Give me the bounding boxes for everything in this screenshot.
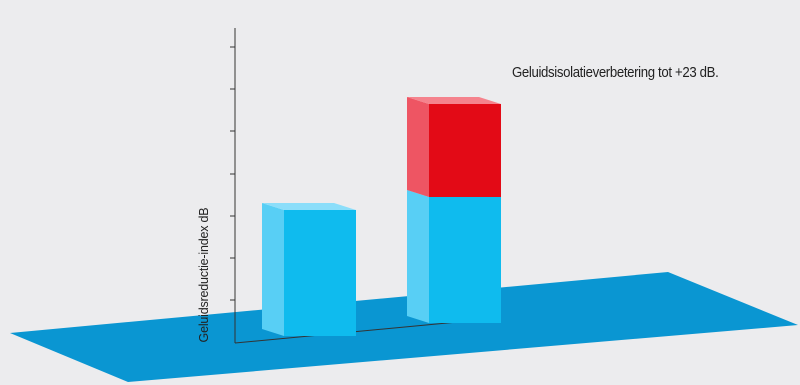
y-axis-label: Geluidsreductie-index dB bbox=[197, 208, 211, 343]
bar-1-top bbox=[407, 97, 501, 104]
bars-group bbox=[262, 97, 501, 336]
bar-0-seg-0-front bbox=[284, 210, 356, 336]
bar-1-seg-0-front bbox=[429, 197, 501, 323]
bar-1-seg-1-front bbox=[429, 104, 501, 197]
bar-0-top bbox=[262, 203, 356, 210]
bar-1-seg-0-side bbox=[407, 190, 429, 323]
improvement-annotation: Geluidsisolatieverbetering tot +23 dB. bbox=[512, 64, 719, 81]
bar-1-seg-1-side bbox=[407, 97, 429, 197]
bar-0-seg-0-side bbox=[262, 203, 284, 336]
